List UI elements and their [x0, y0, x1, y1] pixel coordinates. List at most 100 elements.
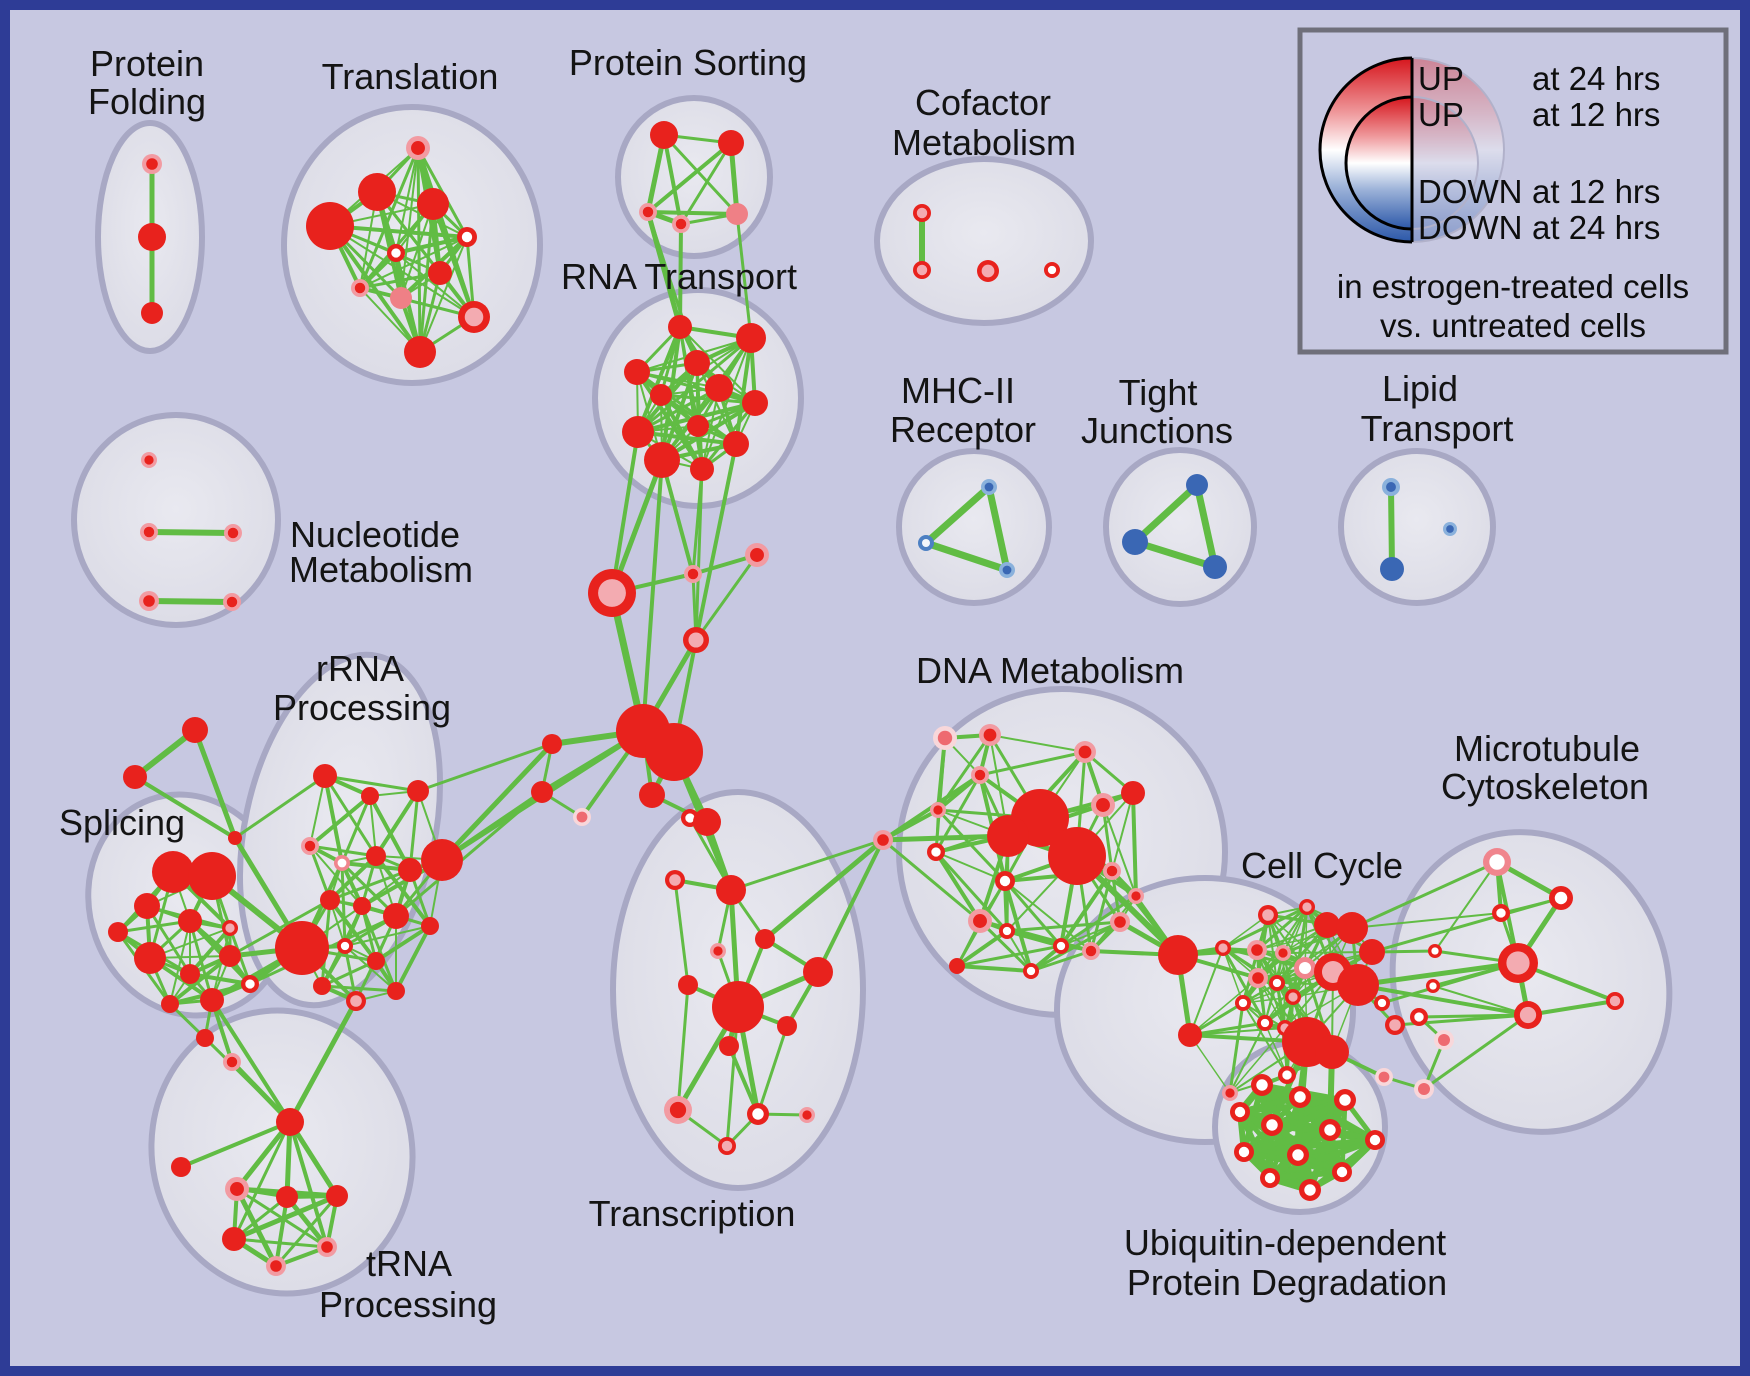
gene-node: [1498, 943, 1538, 983]
gene-node-core: [461, 231, 473, 243]
gene-node: [1278, 1066, 1296, 1084]
gene-node: [457, 227, 477, 247]
cluster-label-splicing: Splicing: [59, 802, 185, 843]
edge: [133, 775, 237, 840]
gene-node-ring: [1337, 964, 1379, 1006]
mesh-edge: [416, 146, 422, 354]
mesh-edge: [169, 920, 191, 1005]
gene-node: [225, 1177, 249, 1201]
gene-node: [1178, 1023, 1202, 1047]
mesh-edge: [935, 851, 1006, 882]
gene-node: [222, 1227, 246, 1251]
gene-node-ring: [275, 921, 329, 975]
gene-node-core: [1131, 891, 1141, 901]
mesh-edge: [1255, 905, 1309, 952]
gene-node-core: [688, 632, 704, 648]
mesh-edge: [934, 850, 982, 923]
gene-node-ring: [803, 957, 833, 987]
cluster-ellipse-nucleotide-metabolism: [71, 412, 281, 628]
gene-node: [366, 846, 386, 866]
gene-node: [672, 215, 690, 233]
gene-node-core: [1260, 1018, 1270, 1028]
gene-node: [1261, 1114, 1283, 1136]
gene-node-ring: [705, 374, 733, 402]
gene-node-ring: [1158, 935, 1198, 975]
gene-node-ring: [678, 975, 698, 995]
gene-node: [1203, 555, 1227, 579]
mesh-edge: [1003, 879, 1063, 948]
gene-node-core: [1047, 265, 1057, 275]
edge: [1351, 912, 1502, 929]
gene-node-ring: [404, 336, 436, 368]
legend: UP at 24 hrs UP at 12 hrs DOWN at 12 hrs…: [1297, 27, 1729, 355]
gene-node-core: [1266, 1119, 1278, 1131]
gene-node-ring: [542, 734, 562, 754]
gene-node-core: [270, 1260, 282, 1272]
edge: [641, 458, 664, 733]
cluster-label-lipid-transport: Lipid: [1382, 368, 1458, 409]
gene-node-ring: [196, 1029, 214, 1047]
gene-node-ring: [719, 1036, 739, 1056]
cluster-label-mhc-ii-receptor: Receptor: [890, 409, 1036, 450]
mesh-edge: [359, 236, 468, 289]
gene-node-ring: [358, 173, 396, 211]
gene-node: [353, 897, 371, 915]
gene-node-core: [226, 596, 238, 608]
gene-node-ring: [417, 188, 449, 220]
mesh-edge: [1221, 946, 1267, 1025]
cluster-label-cofactor-metabolism: Metabolism: [892, 122, 1076, 163]
mesh-edge: [231, 1193, 340, 1242]
edge: [610, 430, 640, 595]
edge: [1131, 538, 1219, 571]
mesh-edge: [408, 789, 420, 872]
gene-node: [668, 315, 692, 339]
gene-node-core: [1438, 1034, 1450, 1046]
gene-node: [705, 374, 733, 402]
gene-node: [139, 591, 159, 611]
mesh-edge: [1111, 792, 1134, 872]
gene-node-ring: [742, 390, 768, 416]
mesh-edge: [1029, 920, 1122, 973]
edge: [228, 898, 332, 958]
cluster-label-nucleotide-metabolism: Nucleotide: [290, 514, 460, 555]
gene-node-core: [1292, 1149, 1304, 1161]
gene-node: [1336, 912, 1368, 944]
gene-node-ring: [361, 787, 379, 805]
gene-node: [977, 260, 999, 282]
gene-node-core: [1519, 1006, 1537, 1024]
mesh-edge: [1237, 1097, 1348, 1115]
gene-node-ring: [1359, 939, 1385, 965]
gene-node-core: [1238, 1146, 1250, 1158]
edge: [694, 442, 738, 642]
gene-node: [222, 920, 238, 936]
gene-node-core: [143, 595, 155, 607]
gene-node: [313, 977, 331, 995]
mesh-edge: [734, 336, 753, 446]
gene-node: [650, 384, 672, 406]
gene-node-ring: [134, 893, 160, 919]
gene-node-ring: [276, 1108, 304, 1136]
legend-caption-line2: vs. untreated cells: [1380, 307, 1646, 344]
gene-node: [1247, 940, 1267, 960]
gene-node-core: [931, 847, 941, 857]
gene-node: [1549, 886, 1573, 910]
gene-node: [690, 457, 714, 481]
gene-node: [1374, 995, 1390, 1011]
gene-node: [1248, 968, 1268, 988]
gene-node: [306, 202, 354, 250]
mesh-edge: [636, 336, 753, 434]
gene-node-ring: [123, 765, 147, 789]
gene-node: [223, 1053, 241, 1071]
gene-node-ring: [200, 988, 224, 1012]
cluster-label-rrna-processing: rRNA: [316, 648, 404, 689]
gene-node: [624, 359, 650, 385]
gene-node-core: [1446, 525, 1454, 533]
edge: [1356, 983, 1530, 1017]
gene-node-core: [750, 548, 764, 562]
gene-node: [1048, 827, 1106, 885]
gene-node-ring: [1336, 912, 1368, 944]
gene-node: [755, 929, 775, 949]
gene-node: [1492, 904, 1510, 922]
